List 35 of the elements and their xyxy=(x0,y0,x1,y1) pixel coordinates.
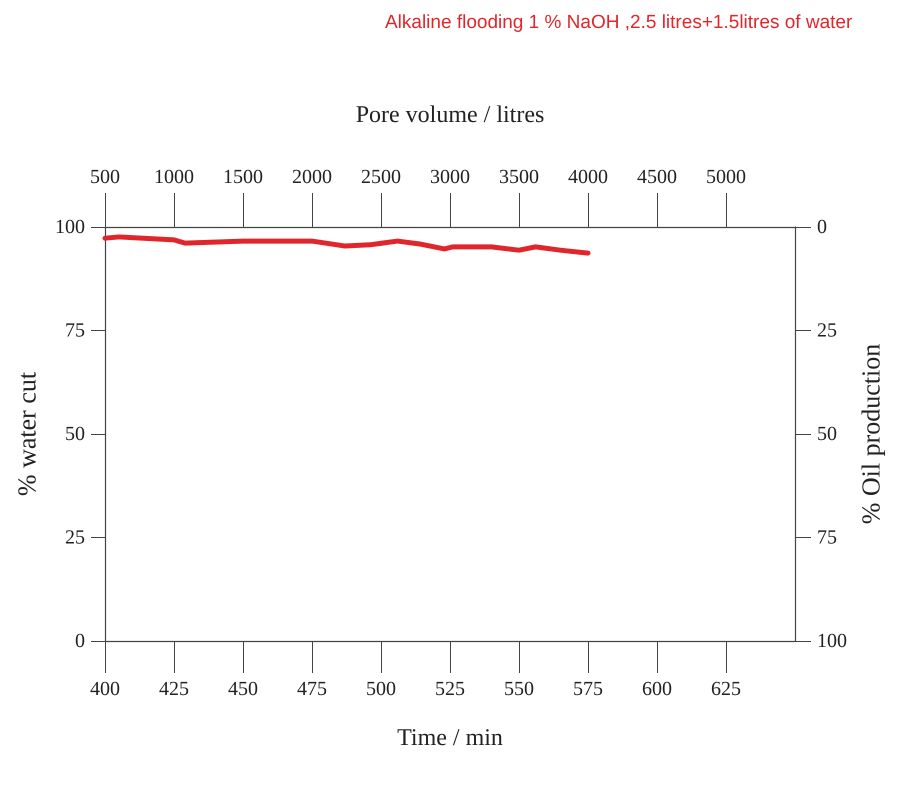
y-axis-title: % water cut xyxy=(12,371,42,496)
x-tick-label: 625 xyxy=(711,678,741,700)
x2-tick-label: 2500 xyxy=(361,166,401,188)
x2-tick-label: 3000 xyxy=(430,166,470,188)
y2-tick-label: 100 xyxy=(817,630,847,652)
y2-tick-label: 0 xyxy=(817,216,827,238)
y2-tick-label: 25 xyxy=(817,320,837,342)
x-tick-label: 450 xyxy=(228,678,258,700)
x-axis-title: Time / min xyxy=(397,725,503,751)
x2-tick-label: 5000 xyxy=(706,166,746,188)
y2-tick-label: 75 xyxy=(817,526,837,548)
x2-tick-label: 4500 xyxy=(637,166,677,188)
y2-axis-title: % Oil production xyxy=(856,344,886,524)
x2-tick-label: 4000 xyxy=(568,166,608,188)
x-tick-label: 550 xyxy=(504,678,534,700)
x-tick-label: 500 xyxy=(366,678,396,700)
x2-tick-label: 3500 xyxy=(499,166,539,188)
y2-tick-label: 50 xyxy=(817,423,837,445)
x2-tick-label: 1000 xyxy=(154,166,194,188)
x2-tick-label: 500 xyxy=(90,166,120,188)
y-tick-label: 50 xyxy=(65,423,85,445)
x-tick-label: 525 xyxy=(435,678,465,700)
y-tick-label: 0 xyxy=(75,630,85,652)
x-tick-label: 475 xyxy=(297,678,327,700)
x-tick-label: 575 xyxy=(573,678,603,700)
y-tick-label: 100 xyxy=(55,216,85,238)
x2-tick-label: 2000 xyxy=(292,166,332,188)
x2-axis-title: Pore volume / litres xyxy=(356,102,544,128)
y-tick-label: 25 xyxy=(65,526,85,548)
y-tick-label: 75 xyxy=(65,320,85,342)
x-tick-label: 600 xyxy=(642,678,672,700)
x-tick-label: 400 xyxy=(90,678,120,700)
x-tick-label: 425 xyxy=(159,678,189,700)
chart-title: Alkaline flooding 1 % NaOH ,2.5 litres+1.5litres of water xyxy=(385,12,853,33)
x2-tick-label: 1500 xyxy=(223,166,263,188)
